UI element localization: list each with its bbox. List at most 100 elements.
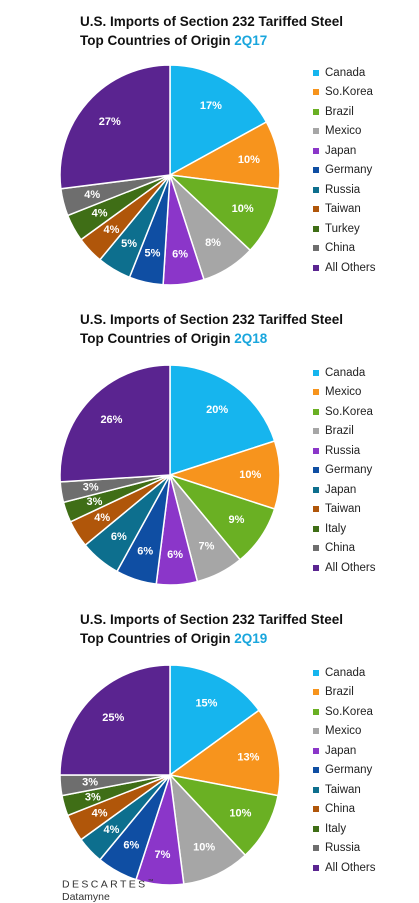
legend-item-all-others: All Others [313,258,376,278]
legend-swatch [313,864,319,871]
legend-swatch [313,206,319,213]
pie-slice-all-others [59,664,171,776]
chart-legend: Canada Mexico So.Korea Brazil Russia Germany J… [313,363,376,578]
legend-swatch [313,786,319,793]
legend-swatch [313,408,319,415]
slice-value-label: 13% [237,751,259,763]
legend-label: Russia [325,444,361,457]
slice-value-label: 20% [206,404,228,416]
chart-subtitle-line: Top Countries of Origin 2Q18 [80,329,343,348]
legend-item-brazil: Brazil [313,102,376,122]
legend-swatch [313,428,319,435]
slice-value-label: 5% [121,238,137,250]
legend-item-so-korea: So.Korea [313,702,376,722]
trademark-mark: ™ [147,879,154,885]
legend-label: Taiwan [325,783,361,796]
legend-label: Brazil [325,105,354,118]
legend-swatch [313,525,319,532]
legend-label: So.Korea [325,705,373,718]
legend-item-canada: Canada [313,363,376,383]
chart-subtitle-line: Top Countries of Origin 2Q17 [80,31,343,50]
legend-label: Germany [325,764,373,777]
legend-label: Canada [325,366,366,379]
legend-label: Canada [325,666,366,679]
chart-panel-2q19: U.S. Imports of Section 232 Tariffed Ste… [0,600,419,890]
legend-item-germany: Germany [313,461,376,481]
legend-swatch [313,486,319,493]
legend-label: Brazil [325,425,354,438]
legend-swatch [313,564,319,571]
slice-value-label: 4% [84,189,100,201]
chart-legend: Canada So.Korea Brazil Mexico Japan Germany Ru… [313,63,376,278]
slice-value-label: 17% [200,100,222,112]
legend-label: All Others [325,561,376,574]
legend-label: China [325,803,356,816]
slice-value-label: 6% [137,545,153,557]
legend-item-japan: Japan [313,741,376,761]
slice-value-label: 27% [99,116,121,128]
legend-item-turkey: Turkey [313,219,376,239]
legend-swatch [313,186,319,193]
legend-swatch [313,845,319,852]
legend-item-japan: Japan [313,141,376,161]
chart-title-text: U.S. Imports of Section 232 Tariffed Ste… [80,612,344,627]
slice-value-label: 4% [104,824,120,836]
legend-swatch [313,708,319,715]
slice-value-label: 6% [123,839,139,851]
legend-swatch [313,806,319,813]
legend-swatch [313,767,319,774]
pie-slice-canada [169,664,261,777]
legend-item-so-korea: So.Korea [313,83,376,103]
chart-subtitle: Top Countries of Origin [80,331,231,346]
slice-value-label: 10% [229,808,251,820]
legend-item-japan: Japan [313,480,376,500]
legend-item-brazil: Brazil [313,422,376,442]
chart-panel-2q17: U.S. Imports of Section 232 Tariffed Ste… [0,0,419,290]
legend-item-germany: Germany [313,761,376,781]
slice-value-label: 4% [92,808,108,820]
slice-value-label: 8% [205,237,221,249]
pie-slice-canada [169,364,276,477]
chart-title-text: U.S. Imports of Section 232 Tariffed Ste… [80,14,344,29]
legend-label: All Others [325,861,376,874]
legend-swatch [313,108,319,115]
legend-swatch [313,447,319,454]
legend-label: So.Korea [325,405,373,418]
legend-label: Taiwan [325,203,361,216]
legend-label: Mexico [325,386,362,399]
pie-slice-all-others [59,64,171,190]
legend-item-russia: Russia [313,441,376,461]
slice-value-label: 10% [238,154,260,166]
legend-label: Japan [325,744,357,757]
legend-item-russia: Russia [313,180,376,200]
legend-label: Germany [325,164,373,177]
legend-item-so-korea: So.Korea [313,402,376,422]
legend-item-mexico: Mexico [313,122,376,142]
legend-label: China [325,242,356,255]
pie-chart: 17%10%10%8%6%5%5%4%4%4%27% [59,64,281,286]
legend-label: So.Korea [325,86,373,99]
legend-label: Italy [325,822,347,835]
pie-slice-all-others [59,364,171,483]
chart-subtitle: Top Countries of Origin [80,33,231,48]
slice-value-label: 7% [199,541,215,553]
legend-swatch [313,69,319,76]
pie-chart: 20%10%9%7%6%6%6%4%3%3%26% [59,364,281,586]
slice-value-label: 4% [92,208,108,220]
legend-label: Canada [325,66,366,79]
chart-period: 2Q18 [234,331,268,346]
chart-title: U.S. Imports of Section 232 Tariffed Ste… [80,610,343,648]
legend-swatch [313,264,319,271]
legend-swatch [313,467,319,474]
pie-chart: 15%13%10%10%7%6%4%4%3%3%25% [59,664,281,886]
slice-value-label: 26% [100,414,122,426]
legend-label: Russia [325,842,361,855]
legend-label: Japan [325,144,357,157]
logo-brand: DESCARTES™ [62,876,154,891]
chart-subtitle: Top Countries of Origin [80,631,231,646]
legend-swatch [313,545,319,552]
legend-swatch [313,128,319,135]
legend-item-mexico: Mexico [313,383,376,403]
legend-item-russia: Russia [313,839,376,859]
legend-swatch [313,689,319,696]
